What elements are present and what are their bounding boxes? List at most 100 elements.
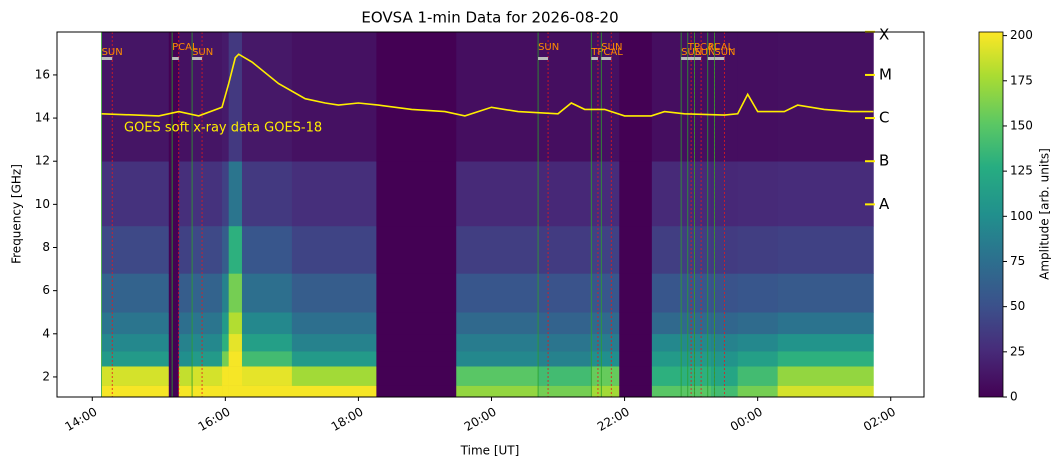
heatmap-cell [241, 351, 293, 367]
heatmap-cell [241, 32, 293, 162]
y2-tick-label: C [879, 109, 889, 127]
y-tick-label: 8 [42, 240, 50, 254]
scan-bar [538, 57, 549, 60]
heatmap-cell [711, 312, 738, 335]
heatmap-cell [192, 351, 223, 367]
scan-bar [172, 57, 179, 60]
heatmap-cell [168, 366, 180, 386]
heatmap-cell [241, 225, 293, 274]
scan-bar [681, 57, 692, 60]
heatmap-cell [777, 32, 874, 162]
heatmap-cell [222, 161, 229, 227]
heatmap-cell [168, 273, 180, 313]
heatmap-cell [376, 351, 457, 367]
heatmap-cell [168, 225, 180, 274]
heatmap-cell [619, 225, 653, 274]
x-tick-label: 22:00 [595, 405, 632, 434]
heatmap-cell [178, 273, 193, 313]
heatmap-cell [168, 32, 180, 162]
heatmap-cell [101, 366, 170, 386]
heatmap-cell [456, 32, 539, 162]
heatmap-cell [456, 161, 539, 227]
heatmap-cell [228, 385, 243, 398]
heatmap-cell [619, 333, 653, 352]
heatmap-cell [376, 273, 457, 313]
plot-frame [56, 31, 925, 398]
colorbar-tick-label: 100 [1010, 209, 1033, 223]
heatmap-cell [228, 312, 243, 335]
heatmap-cell [192, 273, 223, 313]
heatmap-cell [178, 351, 193, 367]
scan-bar [591, 57, 598, 60]
x-tick-label: 02:00 [861, 405, 898, 434]
heatmap-cell [591, 161, 620, 227]
heatmap-cell [591, 351, 620, 367]
heatmap-cell [178, 225, 193, 274]
heatmap-cell [241, 366, 293, 386]
colorbar-tick-label: 25 [1010, 344, 1025, 358]
heatmap-cell [178, 161, 193, 227]
colorbar-tick-label: 75 [1010, 254, 1025, 268]
heatmap-cell [241, 273, 293, 313]
heatmap-cell [538, 225, 592, 274]
heatmap-cell [192, 312, 223, 335]
scan-bar [694, 57, 702, 60]
heatmap-cell [619, 161, 653, 227]
heatmap-cell [168, 385, 180, 398]
scan-label: PCAL [708, 42, 734, 53]
heatmap-cell [376, 161, 457, 227]
heatmap-cell [651, 351, 712, 367]
chart-title: EOVSA 1-min Data for 2026-08-20 [361, 9, 618, 27]
heatmap-cell [456, 333, 539, 352]
heatmap-cell [711, 333, 738, 352]
heatmap-cell [538, 385, 592, 398]
colorbar-tick-label: 150 [1010, 118, 1033, 132]
scan-label: SUN [102, 47, 123, 58]
heatmap-cell [591, 312, 620, 335]
heatmap-cell [737, 273, 778, 313]
heatmap-cell [619, 32, 653, 162]
heatmap-cell [651, 161, 712, 227]
heatmap-cell [192, 385, 223, 398]
heatmap-cell [591, 385, 620, 398]
heatmap-cell [538, 32, 592, 162]
y-tick-label: 16 [35, 67, 50, 81]
heatmap-cell [591, 32, 620, 162]
heatmap-cell [168, 351, 180, 367]
colorbar-tick-label: 175 [1010, 73, 1033, 87]
y-tick-label: 14 [35, 111, 50, 125]
heatmap-cell [291, 333, 377, 352]
heatmap-cell [168, 312, 180, 335]
heatmap-cell [737, 161, 778, 227]
heatmap-cell [222, 225, 229, 274]
heatmap-cell [777, 351, 874, 367]
heatmap-cell [619, 351, 653, 367]
heatmap-cell [591, 225, 620, 274]
heatmap-cell [178, 312, 193, 335]
heatmap-cell [376, 333, 457, 352]
heatmap-cell [241, 161, 293, 227]
heatmap-cell [291, 385, 377, 398]
x-tick-label: 16:00 [196, 405, 233, 434]
heatmap-cell [192, 225, 223, 274]
heatmap-cell [291, 225, 377, 274]
heatmap-cell [737, 366, 778, 386]
heatmap-cell [228, 273, 243, 313]
heatmap-cell [619, 312, 653, 335]
heatmap-cell [538, 273, 592, 313]
heatmap-cell [651, 385, 712, 398]
scan-bar [192, 57, 203, 60]
heatmap-cell [178, 32, 193, 162]
heatmap-cell [101, 273, 170, 313]
heatmap-cell [619, 385, 653, 398]
heatmap-cell [591, 366, 620, 386]
heatmap-cell [291, 366, 377, 386]
heatmap-cell [777, 161, 874, 227]
y-tick-label: 4 [42, 326, 50, 340]
heatmap-cell [291, 312, 377, 335]
heatmap-cell [241, 312, 293, 335]
heatmap-cell [228, 161, 243, 227]
heatmap-cell [376, 32, 457, 162]
